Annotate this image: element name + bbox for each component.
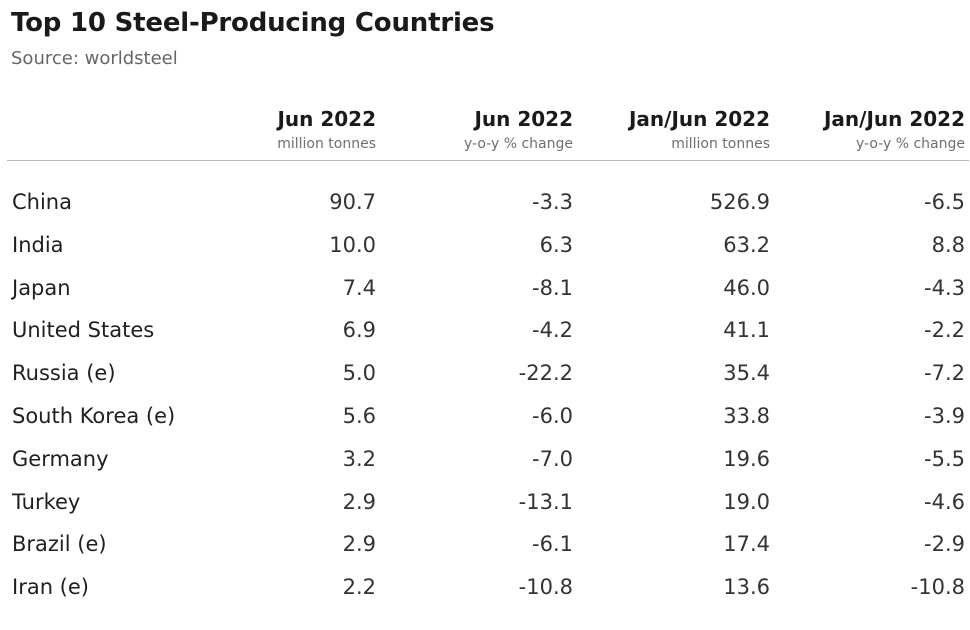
jun-production-cell: 90.7 bbox=[329, 190, 376, 214]
jun-change-cell: -22.2 bbox=[518, 361, 573, 386]
country-name-cell: India bbox=[12, 232, 64, 257]
column-header-jun-production: Jun 2022 million tonnes bbox=[277, 104, 376, 154]
table-row: China 90.7 -3.3 526.9 -6.5 bbox=[7, 181, 969, 224]
ytd-change-cell: -2.2 bbox=[924, 318, 965, 343]
table-row: Iran (e) 2.2 -10.8 13.6 -10.8 bbox=[7, 566, 969, 609]
ytd-change-cell: -4.3 bbox=[924, 275, 965, 300]
ytd-production-cell: 35.4 bbox=[723, 361, 770, 386]
ytd-production-cell: 19.0 bbox=[723, 489, 770, 514]
ytd-production-cell: 33.8 bbox=[723, 403, 770, 428]
column-header-label: Jun 2022 bbox=[474, 107, 573, 131]
ytd-change-cell: -7.2 bbox=[924, 361, 965, 386]
column-header-label: Jan/Jun 2022 bbox=[628, 107, 770, 131]
column-header-unit: y-o-y % change bbox=[856, 136, 965, 152]
table-row: Russia (e) 5.0 -22.2 35.4 -7.2 bbox=[7, 352, 969, 395]
jun-change-cell: -7.0 bbox=[532, 446, 573, 471]
jun-production-cell: 2.9 bbox=[342, 532, 376, 557]
ytd-change-cell: -5.5 bbox=[924, 446, 965, 471]
country-name-cell: Iran (e) bbox=[12, 575, 89, 600]
ytd-production-cell: 526.9 bbox=[709, 190, 770, 214]
ytd-change-cell: -2.9 bbox=[924, 532, 965, 557]
table-header: Jun 2022 million tonnes Jun 2022 y-o-y %… bbox=[7, 104, 969, 161]
jun-production-cell: 5.6 bbox=[342, 403, 376, 428]
ytd-production-cell: 46.0 bbox=[723, 275, 770, 300]
jun-production-cell: 2.9 bbox=[342, 489, 376, 514]
column-header-label: Jun 2022 bbox=[277, 107, 376, 131]
country-name-cell: Japan bbox=[12, 275, 71, 300]
ytd-change-cell: 8.8 bbox=[931, 232, 965, 257]
jun-production-cell: 6.9 bbox=[342, 318, 376, 343]
table-row: Brazil (e) 2.9 -6.1 17.4 -2.9 bbox=[7, 523, 969, 566]
country-name-cell: Brazil (e) bbox=[12, 532, 107, 557]
jun-change-cell: -4.2 bbox=[532, 318, 573, 343]
country-name-cell: Turkey bbox=[12, 489, 81, 514]
jun-production-cell: 10.0 bbox=[329, 232, 376, 257]
column-header-unit: million tonnes bbox=[671, 136, 770, 152]
ytd-change-cell: -6.5 bbox=[924, 190, 965, 214]
jun-change-cell: -6.0 bbox=[532, 403, 573, 428]
table-row: India 10.0 6.3 63.2 8.8 bbox=[7, 224, 969, 267]
ytd-change-cell: -4.6 bbox=[924, 489, 965, 514]
country-name-cell: Germany bbox=[12, 446, 109, 471]
table-row: Germany 3.2 -7.0 19.6 -5.5 bbox=[7, 438, 969, 481]
chart-title: Top 10 Steel-Producing Countries bbox=[11, 8, 495, 38]
jun-change-cell: -10.8 bbox=[518, 575, 573, 600]
jun-change-cell: -3.3 bbox=[532, 190, 573, 214]
ytd-production-cell: 63.2 bbox=[723, 232, 770, 257]
table-row: United States 6.9 -4.2 41.1 -2.2 bbox=[7, 309, 969, 352]
ytd-production-cell: 13.6 bbox=[723, 575, 770, 600]
chart-subtitle: Source: worldsteel bbox=[11, 48, 178, 69]
column-header-jun-change: Jun 2022 y-o-y % change bbox=[464, 104, 573, 154]
column-header-label: Jan/Jun 2022 bbox=[823, 107, 965, 131]
table-row: Japan 7.4 -8.1 46.0 -4.3 bbox=[7, 267, 969, 310]
column-header-ytd-production: Jan/Jun 2022 million tonnes bbox=[629, 104, 770, 154]
jun-production-cell: 2.2 bbox=[342, 575, 376, 600]
jun-production-cell: 5.0 bbox=[342, 361, 376, 386]
country-name-cell: Russia (e) bbox=[12, 361, 116, 386]
country-name-cell: United States bbox=[12, 318, 155, 343]
steel-table: Jun 2022 million tonnes Jun 2022 y-o-y %… bbox=[7, 104, 969, 609]
column-header-unit: million tonnes bbox=[277, 136, 376, 152]
ytd-production-cell: 41.1 bbox=[723, 318, 770, 343]
ytd-change-cell: -3.9 bbox=[924, 403, 965, 428]
jun-change-cell: 6.3 bbox=[539, 232, 573, 257]
jun-change-cell: -8.1 bbox=[532, 275, 573, 300]
table-row: South Korea (e) 5.6 -6.0 33.8 -3.9 bbox=[7, 395, 969, 438]
jun-change-cell: -6.1 bbox=[532, 532, 573, 557]
jun-production-cell: 3.2 bbox=[342, 446, 376, 471]
jun-production-cell: 7.4 bbox=[342, 275, 376, 300]
jun-change-cell: -13.1 bbox=[518, 489, 573, 514]
column-header-unit: y-o-y % change bbox=[464, 136, 573, 152]
table-body: China 90.7 -3.3 526.9 -6.5 India 10.0 6.3 63.2 8.… bbox=[7, 181, 969, 609]
country-name-cell: South Korea (e) bbox=[12, 403, 176, 428]
table-row: Turkey 2.9 -13.1 19.0 -4.6 bbox=[7, 481, 969, 524]
column-header-ytd-change: Jan/Jun 2022 y-o-y % change bbox=[824, 104, 965, 154]
ytd-production-cell: 17.4 bbox=[723, 532, 770, 557]
ytd-change-cell: -10.8 bbox=[910, 575, 965, 600]
country-name-cell: China bbox=[12, 190, 72, 214]
ytd-production-cell: 19.6 bbox=[723, 446, 770, 471]
